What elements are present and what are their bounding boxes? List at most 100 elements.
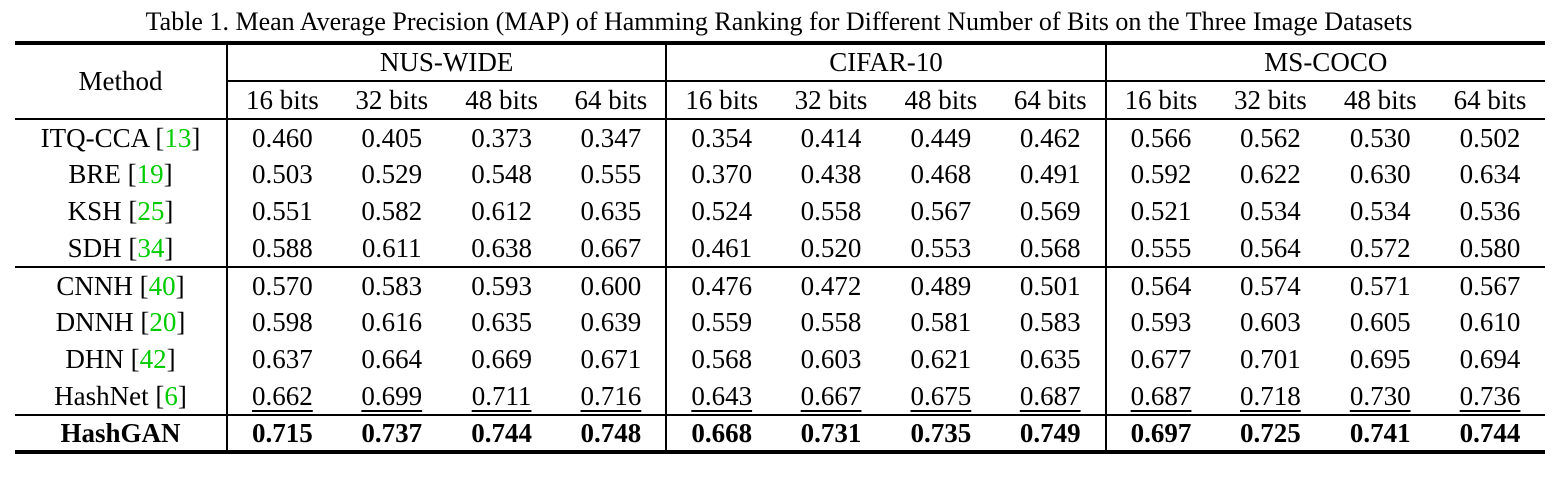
map-value: 0.564 xyxy=(1239,232,1301,263)
method-label: ITQ-CCA [13] xyxy=(40,122,201,153)
map-value: 0.731 xyxy=(800,417,862,448)
map-value: 0.581 xyxy=(910,307,972,337)
map-value: 0.695 xyxy=(1349,344,1411,374)
bits-header-nus-wide-32: 32 bits xyxy=(336,81,447,120)
bits-header-cifar-10-16: 16 bits xyxy=(665,81,777,120)
map-value: 0.730 xyxy=(1349,380,1411,411)
map-value: 0.634 xyxy=(1459,159,1521,189)
method-name: BRE xyxy=(68,159,121,189)
citation-link[interactable]: 40 xyxy=(148,270,176,301)
map-value: 0.622 xyxy=(1239,159,1301,189)
map-value: 0.373 xyxy=(471,122,532,153)
map-value: 0.580 xyxy=(1459,232,1521,263)
map-value: 0.534 xyxy=(1349,196,1411,226)
map-value: 0.564 xyxy=(1104,267,1216,304)
map-value: 0.621 xyxy=(910,344,972,374)
map-value: 0.524 xyxy=(665,193,777,230)
table-row-cnnh: CNNH [40] 0.570 0.583 0.593 0.600 0.476 0.472 0… xyxy=(15,267,1545,304)
bits-header-nus-wide-64: 64 bits xyxy=(556,81,667,120)
map-value: 0.476 xyxy=(665,267,777,304)
table-row-dnnh: DNNH [20] 0.598 0.616 0.635 0.639 0.559 0.558 0… xyxy=(15,304,1545,341)
map-value: 0.637 xyxy=(226,341,337,378)
map-value: 0.529 xyxy=(361,159,423,189)
map-value: 0.502 xyxy=(1459,122,1521,153)
citation-link[interactable]: 6 xyxy=(164,380,178,411)
map-value: 0.711 xyxy=(471,380,532,411)
map-value: 0.354 xyxy=(665,119,777,156)
map-value: 0.555 xyxy=(580,159,642,189)
bits-header-cifar-10-64: 64 bits xyxy=(995,81,1106,120)
map-value: 0.662 xyxy=(226,378,337,415)
map-value: 0.521 xyxy=(1104,193,1216,230)
map-value: 0.489 xyxy=(910,270,972,301)
map-value: 0.551 xyxy=(226,193,337,230)
map-value: 0.748 xyxy=(580,417,642,448)
map-value: 0.562 xyxy=(1239,122,1301,153)
map-value: 0.603 xyxy=(1239,307,1301,337)
map-value: 0.598 xyxy=(226,304,337,341)
method-label: SDH [34] xyxy=(67,232,174,263)
map-value: 0.567 xyxy=(1459,270,1521,301)
map-value: 0.744 xyxy=(471,417,532,448)
map-value: 0.716 xyxy=(580,380,642,411)
map-value: 0.555 xyxy=(1104,230,1216,267)
map-value: 0.520 xyxy=(800,232,862,263)
bits-header-row: 16 bits 32 bits 48 bits 64 bits 16 bits 32 bi… xyxy=(15,81,1545,120)
map-value: 0.701 xyxy=(1239,344,1301,374)
map-value: 0.610 xyxy=(1459,307,1521,337)
map-value: 0.593 xyxy=(1104,304,1216,341)
map-value: 0.567 xyxy=(910,196,972,226)
citation-link[interactable]: 20 xyxy=(149,307,177,337)
map-value: 0.736 xyxy=(1459,380,1521,411)
map-value: 0.583 xyxy=(361,270,423,301)
citation-link[interactable]: 13 xyxy=(164,122,192,153)
citation-link[interactable]: 42 xyxy=(139,344,167,374)
table-body: ITQ-CCA [13] 0.460 0.405 0.373 0.347 0.354 0.4… xyxy=(15,119,1545,452)
citation-link[interactable]: 25 xyxy=(137,196,165,226)
map-value: 0.725 xyxy=(1239,417,1301,448)
map-value: 0.503 xyxy=(226,156,337,193)
table-caption: Table 1. Mean Average Precision (MAP) of… xyxy=(145,7,1413,36)
method-name: CNNH xyxy=(56,270,133,301)
map-value: 0.694 xyxy=(1459,344,1521,374)
bits-header-ms-coco-48: 48 bits xyxy=(1325,81,1436,120)
map-value: 0.643 xyxy=(665,378,777,415)
bits-header-nus-wide-16: 16 bits xyxy=(226,81,337,120)
map-value: 0.461 xyxy=(665,230,777,267)
map-value: 0.635 xyxy=(471,307,532,337)
method-name: SDH xyxy=(67,232,122,263)
map-value: 0.664 xyxy=(361,344,423,374)
method-name: HashGAN xyxy=(60,417,181,448)
method-label: DNNH [20] xyxy=(55,307,186,337)
map-value: 0.616 xyxy=(361,307,423,337)
map-value: 0.638 xyxy=(471,232,532,263)
map-value: 0.639 xyxy=(580,307,642,337)
map-value: 0.438 xyxy=(800,159,862,189)
citation-link[interactable]: 34 xyxy=(137,232,165,263)
citation-link[interactable]: 19 xyxy=(136,159,164,189)
map-value: 0.735 xyxy=(910,417,972,448)
map-value: 0.347 xyxy=(580,122,642,153)
table-row-hashgan: HashGAN 0.715 0.737 0.744 0.748 0.668 0.731 0.7… xyxy=(15,415,1545,452)
map-value: 0.572 xyxy=(1349,232,1411,263)
bits-header-ms-coco-32: 32 bits xyxy=(1215,81,1326,120)
method-name: KSH xyxy=(67,196,122,226)
map-value: 0.671 xyxy=(580,344,642,374)
map-value: 0.405 xyxy=(361,122,423,153)
method-name: ITQ-CCA xyxy=(40,122,149,153)
table-row-sdh: SDH [34] 0.588 0.611 0.638 0.667 0.461 0.520 0.… xyxy=(15,230,1545,267)
map-value: 0.534 xyxy=(1239,196,1301,226)
method-label: DHN [42] xyxy=(65,344,176,374)
map-value: 0.630 xyxy=(1349,159,1411,189)
map-value: 0.583 xyxy=(1019,307,1081,337)
bits-header-cifar-10-48: 48 bits xyxy=(885,81,996,120)
map-value: 0.677 xyxy=(1104,341,1216,378)
map-value: 0.668 xyxy=(665,415,777,452)
map-value: 0.548 xyxy=(471,159,532,189)
map-value: 0.536 xyxy=(1459,196,1521,226)
map-value: 0.568 xyxy=(665,341,777,378)
map-value: 0.588 xyxy=(226,230,337,267)
map-value: 0.501 xyxy=(1019,270,1081,301)
map-value: 0.600 xyxy=(580,270,642,301)
map-value: 0.635 xyxy=(1019,344,1081,374)
